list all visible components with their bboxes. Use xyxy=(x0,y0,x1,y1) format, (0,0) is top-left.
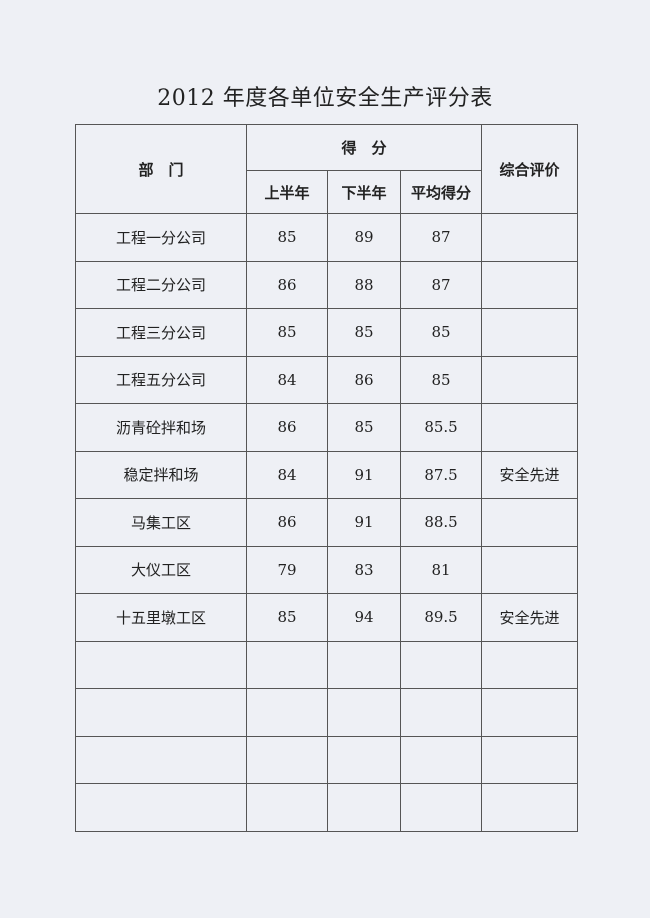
department-cell xyxy=(75,640,247,689)
department-cell: 工程五分公司 xyxy=(75,355,247,404)
average-cell xyxy=(399,783,483,832)
overall-cell: 安全先进 xyxy=(481,593,579,642)
average-cell: 89.5 xyxy=(399,593,483,642)
table-row: 工程五分公司 84 86 85 xyxy=(75,355,579,404)
average-cell xyxy=(399,688,483,737)
table-row: 工程一分公司 85 89 87 xyxy=(75,213,579,262)
table-row: 工程三分公司 85 85 85 xyxy=(75,308,579,357)
header-overall: 综合评价 xyxy=(481,124,579,214)
second-half-cell xyxy=(327,783,401,832)
department-cell xyxy=(75,688,247,737)
table-row: 沥青砼拌和场 86 85 85.5 xyxy=(75,403,579,452)
average-cell: 87 xyxy=(399,213,483,262)
overall-cell xyxy=(481,640,579,689)
overall-cell xyxy=(481,308,579,357)
overall-cell xyxy=(481,403,579,452)
first-half-cell: 84 xyxy=(246,355,328,404)
second-half-cell: 85 xyxy=(327,308,401,357)
department-cell xyxy=(75,735,247,784)
first-half-cell: 86 xyxy=(246,498,328,547)
second-half-cell xyxy=(327,735,401,784)
document-title: 2012 年度各单位安全生产评分表 xyxy=(157,86,493,111)
second-half-cell: 91 xyxy=(327,450,401,499)
overall-cell: 安全先进 xyxy=(481,450,579,499)
table-row xyxy=(75,640,579,689)
first-half-cell: 86 xyxy=(246,260,328,309)
department-cell: 十五里墩工区 xyxy=(75,593,247,642)
overall-cell xyxy=(481,355,579,404)
second-half-cell xyxy=(327,688,401,737)
department-cell: 工程一分公司 xyxy=(75,213,247,262)
department-cell: 马集工区 xyxy=(75,498,247,547)
department-cell: 大仪工区 xyxy=(75,545,247,594)
department-cell: 工程三分公司 xyxy=(75,308,247,357)
overall-cell xyxy=(481,260,579,309)
first-half-cell: 85 xyxy=(246,308,328,357)
average-cell: 87 xyxy=(399,260,483,309)
header-first-half: 上半年 xyxy=(246,170,328,214)
overall-cell xyxy=(481,735,579,784)
average-cell xyxy=(399,735,483,784)
table-row: 大仪工区 79 83 81 xyxy=(75,545,579,594)
second-half-cell: 89 xyxy=(327,213,401,262)
department-cell: 稳定拌和场 xyxy=(75,450,247,499)
score-table: 部 门 得 分 综合评价 上半年 下半年 平均得分 工程一分公司 85 89 87 工程… xyxy=(75,124,579,832)
second-half-cell: 91 xyxy=(327,498,401,547)
table-row xyxy=(75,688,579,737)
second-half-cell xyxy=(327,640,401,689)
table-row: 稳定拌和场 84 91 87.5 安全先进 xyxy=(75,450,579,499)
table-row xyxy=(75,735,579,784)
first-half-cell xyxy=(246,688,328,737)
header-department: 部 门 xyxy=(75,124,247,214)
table-row: 工程二分公司 86 88 87 xyxy=(75,260,579,309)
overall-cell xyxy=(481,545,579,594)
overall-cell xyxy=(481,213,579,262)
overall-cell xyxy=(481,783,579,832)
first-half-cell xyxy=(246,735,328,784)
overall-cell xyxy=(481,688,579,737)
first-half-cell: 79 xyxy=(246,545,328,594)
average-cell: 81 xyxy=(399,545,483,594)
department-cell: 工程二分公司 xyxy=(75,260,247,309)
overall-cell xyxy=(481,498,579,547)
first-half-cell xyxy=(246,640,328,689)
second-half-cell: 85 xyxy=(327,403,401,452)
first-half-cell: 85 xyxy=(246,213,328,262)
table-row xyxy=(75,783,579,832)
header-score: 得 分 xyxy=(245,124,483,171)
average-cell xyxy=(399,640,483,689)
header-average: 平均得分 xyxy=(399,170,483,214)
second-half-cell: 86 xyxy=(327,355,401,404)
first-half-cell: 85 xyxy=(246,593,328,642)
department-cell: 沥青砼拌和场 xyxy=(75,403,247,452)
second-half-cell: 83 xyxy=(327,545,401,594)
table-row: 马集工区 86 91 88.5 xyxy=(75,498,579,547)
average-cell: 85 xyxy=(399,355,483,404)
second-half-cell: 88 xyxy=(327,260,401,309)
first-half-cell xyxy=(246,783,328,832)
second-half-cell: 94 xyxy=(327,593,401,642)
table-row: 十五里墩工区 85 94 89.5 安全先进 xyxy=(75,593,579,642)
first-half-cell: 86 xyxy=(246,403,328,452)
average-cell: 85.5 xyxy=(399,403,483,452)
average-cell: 87.5 xyxy=(399,450,483,499)
department-cell xyxy=(75,783,247,832)
average-cell: 85 xyxy=(399,308,483,357)
average-cell: 88.5 xyxy=(399,498,483,547)
header-second-half: 下半年 xyxy=(327,170,401,214)
first-half-cell: 84 xyxy=(246,450,328,499)
